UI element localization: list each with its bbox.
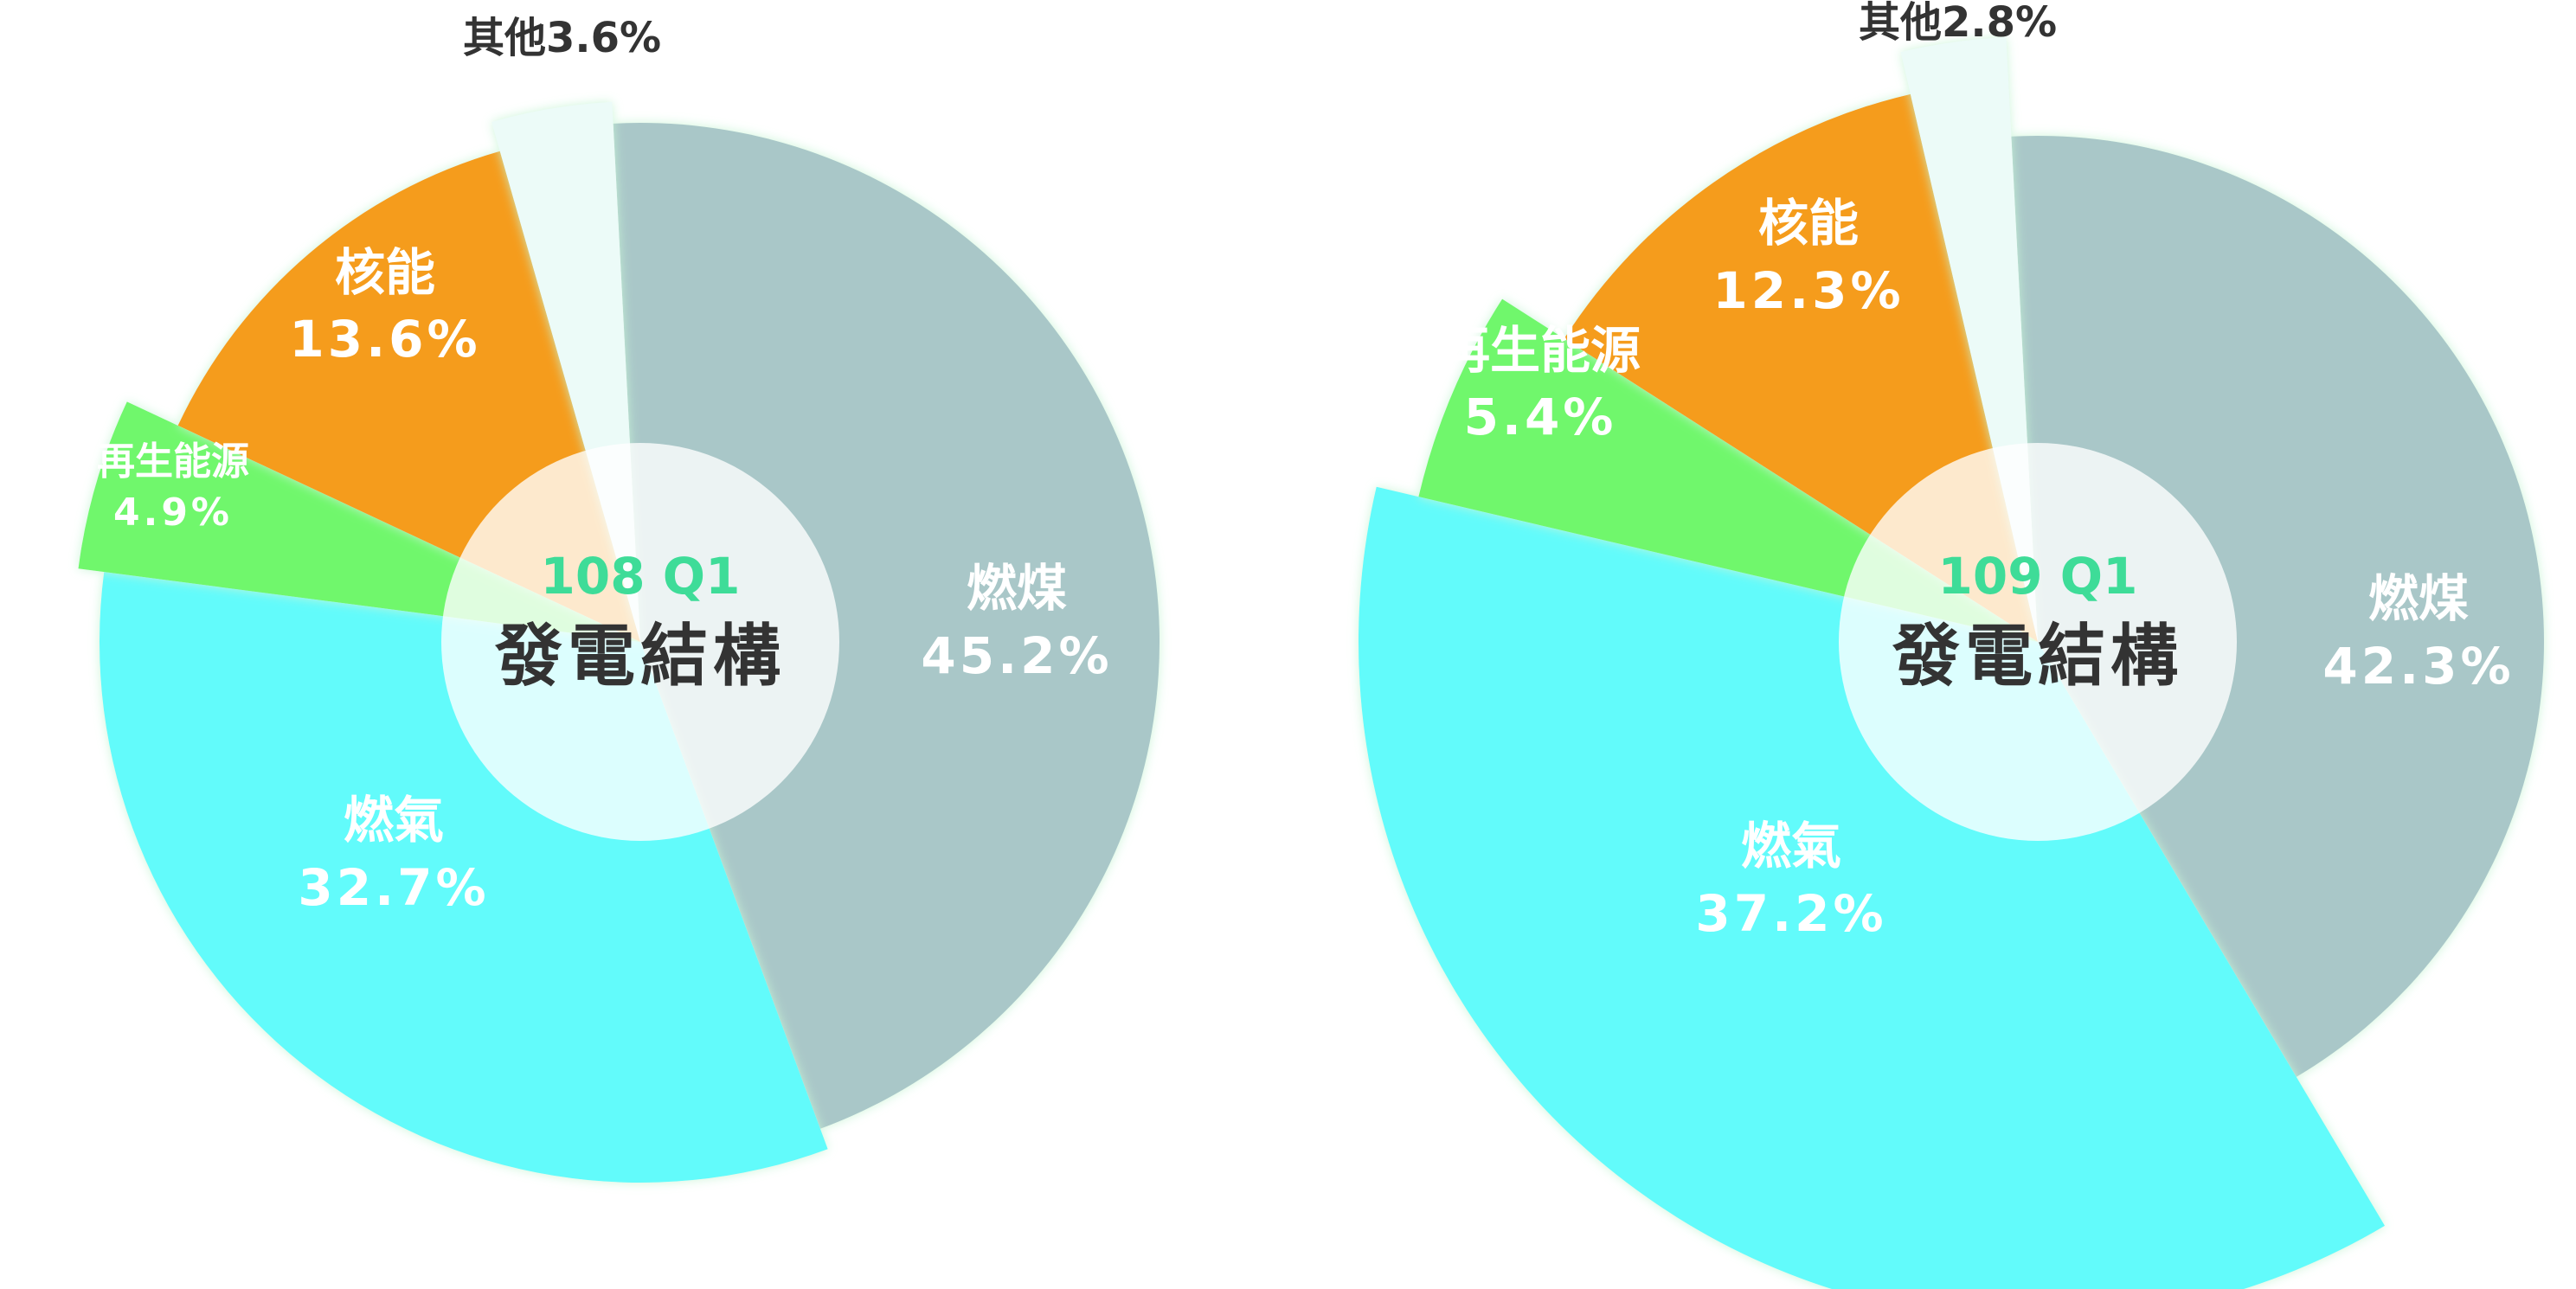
center-period-108q1: 108 Q1 [541,547,741,606]
pie-chart-109q1: 燃煤 42.3% 燃氣 37.2% 再生能源 5.4% 核能 12.3% 其他2… [1359,0,2545,1289]
slice-label-coal-name: 燃煤 [967,559,1067,618]
pie-slice-gas [1359,486,2386,1289]
slice-label-renewable-value: 4.9% [113,491,233,535]
slice-label-coal-value: 45.2% [921,626,1112,685]
slice-label-nuclear-name: 核能 [1758,194,1859,253]
slice-label-gas-name: 燃氣 [1741,817,1841,875]
pie-slice-coal [613,122,1160,1129]
slice-label-other: 其他3.6% [463,14,661,62]
slice-label-other: 其他2.8% [1859,0,2057,47]
center-hole-108q1 [441,443,839,841]
pie-slice-coal [2011,135,2545,1077]
slice-label-gas-name: 燃氣 [344,791,444,850]
slice-label-nuclear-value: 12.3% [1712,261,1904,320]
slice-label-gas-value: 37.2% [1695,884,1886,943]
center-title-108q1: 發電結構 [494,618,786,696]
center-period-109q1: 109 Q1 [1938,547,2138,606]
slice-label-coal-value: 42.3% [2322,637,2514,696]
slice-label-coal-name: 燃煤 [2368,569,2469,628]
slice-label-nuclear-value: 13.6% [289,310,480,369]
slice-label-renewable-name: 再生能源 [97,439,249,484]
slice-label-renewable-name: 再生能源 [1440,321,1641,380]
pie-chart-108q1: 燃煤 45.2% 燃氣 32.7% 再生能源 4.9% 核能 13.6% 其他3… [78,14,1160,1183]
slice-label-nuclear-name: 核能 [335,243,435,302]
slice-label-renewable-value: 5.4% [1464,388,1617,446]
slice-label-gas-value: 32.7% [298,858,489,917]
center-title-109q1: 發電結構 [1892,618,2183,696]
center-hole-109q1 [1839,443,2237,841]
